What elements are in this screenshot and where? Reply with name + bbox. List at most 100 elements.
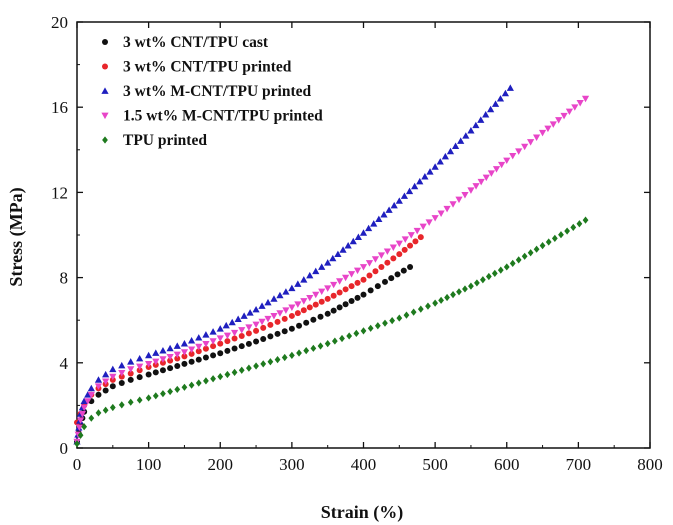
curve-marker bbox=[281, 328, 288, 335]
curve-marker bbox=[195, 379, 202, 387]
curve-marker bbox=[570, 223, 577, 231]
curve-marker bbox=[558, 231, 564, 239]
data-point bbox=[396, 251, 403, 258]
data-point bbox=[80, 397, 88, 405]
curve-marker bbox=[421, 172, 429, 180]
curve-marker bbox=[136, 354, 144, 362]
curve-marker bbox=[479, 276, 486, 284]
curve-marker bbox=[174, 385, 181, 394]
curve-marker bbox=[342, 286, 349, 293]
curve-marker bbox=[341, 274, 350, 282]
curve-marker bbox=[394, 271, 401, 278]
curve-marker bbox=[230, 329, 239, 337]
curve-marker bbox=[152, 358, 160, 366]
legend-label: 3 wt% CNT/TPU printed bbox=[123, 59, 292, 76]
curve-marker bbox=[223, 332, 232, 340]
curve-marker bbox=[417, 305, 424, 313]
curve-marker bbox=[437, 210, 445, 217]
curve-marker bbox=[246, 309, 254, 316]
curve-marker bbox=[159, 367, 166, 374]
data-point bbox=[180, 349, 189, 356]
curve-marker bbox=[167, 357, 174, 364]
curve-marker bbox=[378, 263, 385, 270]
curve-marker bbox=[306, 294, 314, 302]
curve-marker bbox=[267, 333, 274, 340]
data-point bbox=[360, 327, 367, 335]
curve-marker bbox=[425, 302, 431, 310]
data-point bbox=[467, 187, 475, 194]
curve-marker bbox=[209, 328, 217, 335]
curve-marker bbox=[407, 242, 414, 249]
curve-marker bbox=[472, 183, 480, 190]
data-point bbox=[503, 263, 510, 271]
curve-marker bbox=[173, 351, 181, 359]
curve-marker bbox=[238, 332, 245, 339]
curve-marker bbox=[318, 263, 326, 270]
curve-marker bbox=[274, 318, 281, 325]
curve-marker bbox=[498, 161, 506, 169]
x-tick-label: 800 bbox=[637, 455, 663, 474]
curve-marker bbox=[487, 105, 495, 113]
data-point bbox=[324, 295, 331, 302]
curve-marker bbox=[354, 294, 361, 301]
data-point bbox=[76, 417, 85, 424]
data-point bbox=[109, 373, 117, 381]
curve-marker bbox=[544, 125, 552, 133]
curve-marker bbox=[210, 343, 217, 350]
curve-marker bbox=[416, 177, 424, 185]
data-point bbox=[431, 163, 439, 170]
curve-marker bbox=[425, 219, 433, 226]
data-point bbox=[145, 371, 152, 378]
data-point bbox=[127, 366, 135, 373]
curve-marker bbox=[449, 201, 457, 208]
curve-marker bbox=[238, 327, 246, 334]
curve-marker bbox=[456, 288, 462, 296]
curve-marker bbox=[258, 302, 266, 309]
series-0 bbox=[74, 263, 414, 445]
curve-marker bbox=[276, 291, 284, 299]
curve-marker bbox=[444, 293, 450, 302]
curve-marker bbox=[136, 396, 143, 404]
curve-marker bbox=[281, 315, 288, 322]
curve-marker bbox=[365, 224, 373, 232]
data-point bbox=[181, 353, 188, 360]
curve-marker bbox=[339, 246, 347, 253]
x-tick-label: 700 bbox=[566, 455, 592, 474]
curve-marker bbox=[159, 356, 167, 363]
curve-marker bbox=[410, 308, 417, 316]
curve-marker bbox=[496, 95, 505, 102]
curve-marker bbox=[405, 187, 414, 195]
y-tick-label: 16 bbox=[51, 98, 68, 117]
curve-marker bbox=[549, 121, 557, 128]
data-point bbox=[253, 362, 259, 370]
data-point bbox=[506, 84, 514, 91]
legend: 3 wt% CNT/TPU cast 3 wt% CNT/TPU printed 3… bbox=[101, 34, 323, 149]
x-tick-label: 200 bbox=[208, 455, 234, 474]
data-marks bbox=[73, 84, 590, 448]
data-point bbox=[288, 312, 295, 319]
curve-marker bbox=[210, 375, 216, 383]
curve-marker bbox=[374, 283, 381, 290]
data-point bbox=[81, 423, 88, 431]
curve-marker bbox=[330, 281, 338, 289]
data-point bbox=[467, 127, 475, 134]
curve-marker bbox=[166, 344, 174, 352]
curve-marker bbox=[515, 256, 522, 264]
curve-marker bbox=[209, 338, 217, 345]
curve-marker bbox=[195, 348, 202, 355]
curve-marker bbox=[294, 280, 302, 287]
curve-marker bbox=[390, 201, 398, 209]
curve-marker bbox=[457, 137, 465, 144]
curve-marker bbox=[349, 237, 357, 245]
curve-marker bbox=[551, 234, 558, 242]
data-point bbox=[288, 351, 295, 359]
curve-marker bbox=[382, 319, 388, 327]
x-axis-title: Strain (%) bbox=[321, 502, 404, 523]
curve-marker bbox=[238, 366, 245, 374]
curve-marker bbox=[312, 267, 320, 275]
curve-marker bbox=[366, 272, 373, 279]
series-1 bbox=[74, 234, 424, 426]
curve-marker bbox=[270, 313, 278, 320]
curve-marker bbox=[353, 267, 362, 275]
